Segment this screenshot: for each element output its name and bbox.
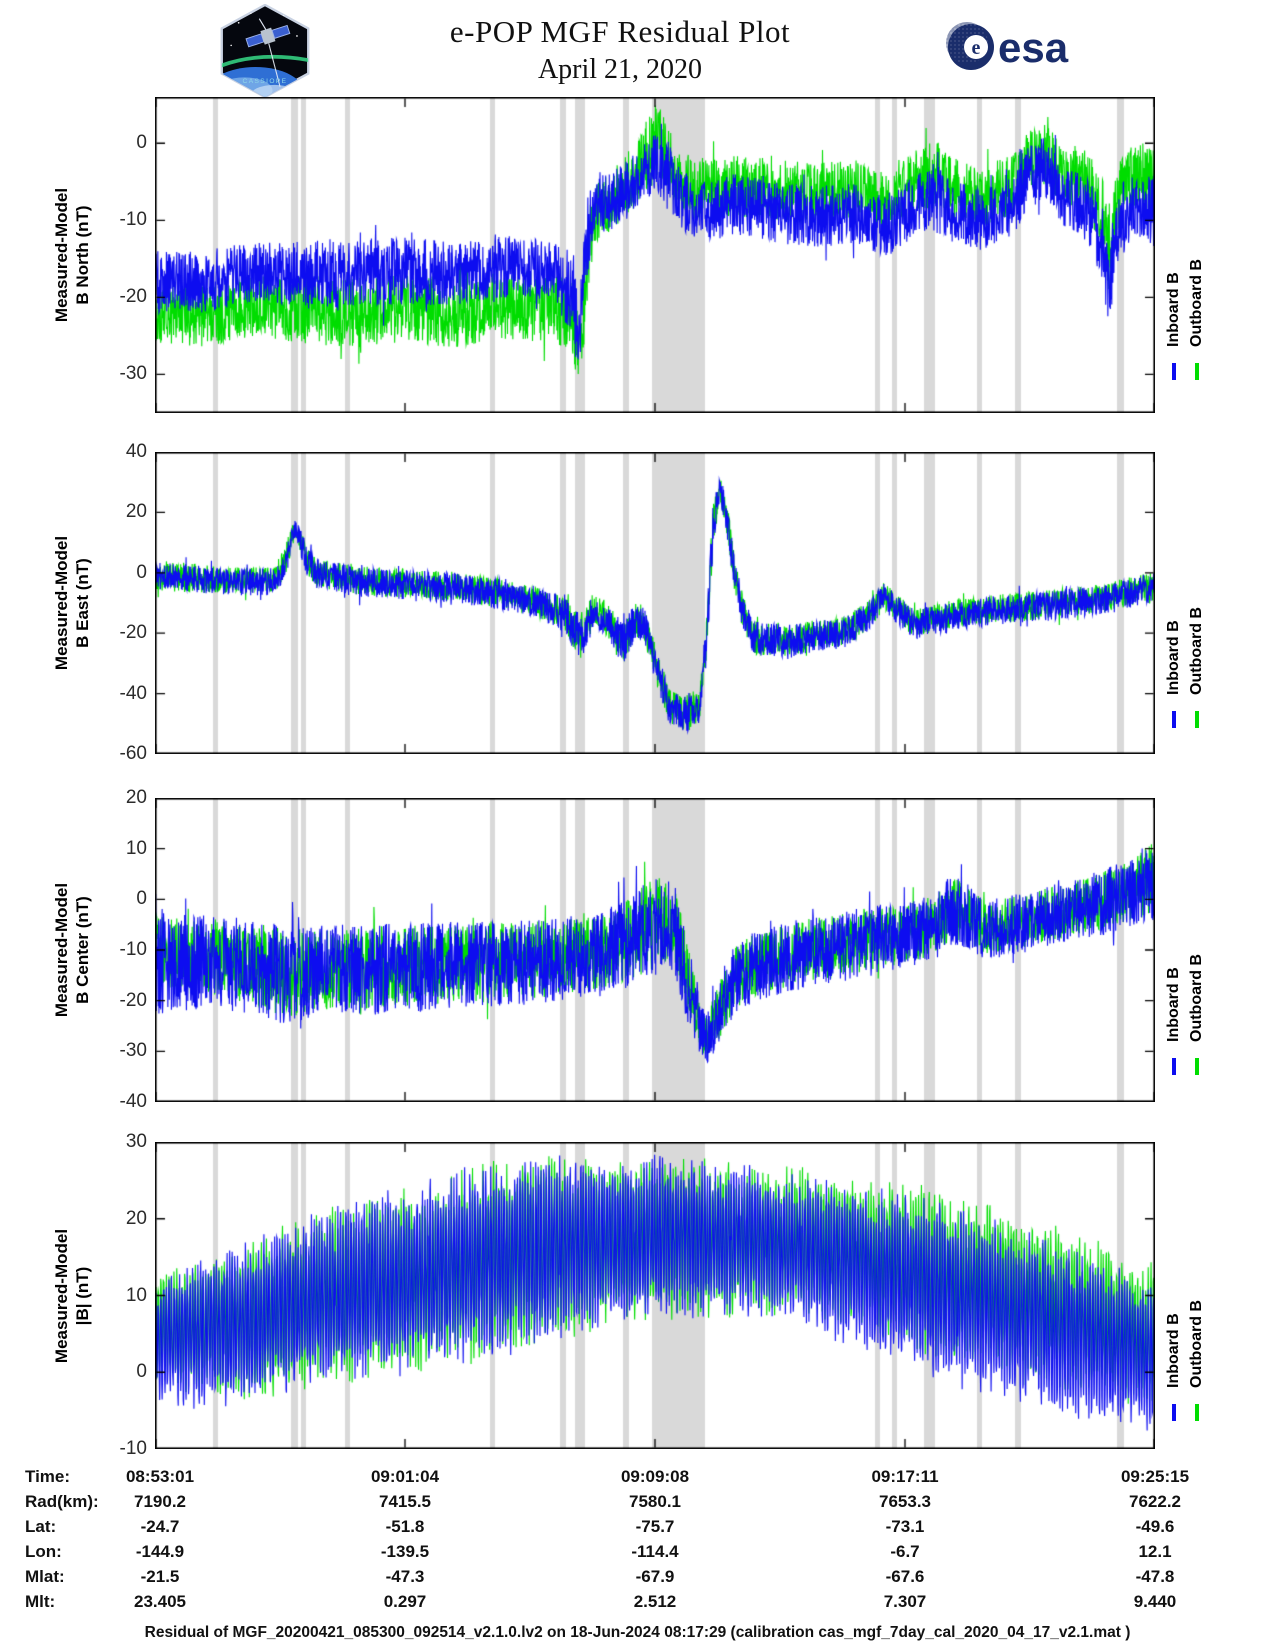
ytick-label-b-center: 20 (125, 787, 147, 808)
table-cell: -24.7 (140, 1517, 180, 1536)
legend-label: Outboard B (1187, 954, 1205, 1042)
page-date: April 21, 2020 (537, 54, 703, 85)
table-cell: 09:01:04 (370, 1467, 440, 1486)
ytick-label-b-magnitude: 10 (125, 1284, 147, 1306)
table-cell: -49.6 (1135, 1517, 1175, 1536)
ytick-label-b-center: -30 (119, 1040, 147, 1062)
esa-logotype: esa (998, 24, 1069, 71)
legend-marker-inboard (1171, 1058, 1176, 1075)
table-cell: -21.5 (140, 1567, 180, 1586)
table-cell: 23.405 (134, 1592, 186, 1611)
table-cell: 7.307 (883, 1592, 927, 1611)
page-title: e-POP MGF Residual Plot (449, 14, 791, 49)
panel-b-east-canvas (155, 452, 1155, 754)
ytick-label-b-center: 10 (125, 837, 147, 859)
legend-b-east: Inboard B Outboard B (1163, 478, 1209, 728)
legend-marker-outboard (1194, 711, 1199, 728)
table-cell: 7190.2 (134, 1492, 186, 1511)
table-cell: -47.8 (1135, 1567, 1175, 1586)
cassiope-mission-patch-logo: CASSIOPE (220, 4, 310, 98)
table-row-label: Lat: (25, 1517, 57, 1536)
legend-label: Inboard B (1164, 1312, 1182, 1388)
ytick-label-b-east: -60 (119, 743, 147, 764)
ytick-label-b-north: -30 (119, 363, 147, 385)
legend-marker-outboard (1194, 1058, 1199, 1075)
table-cell: -51.8 (385, 1517, 425, 1536)
table-cell: 09:17:11 (871, 1467, 939, 1486)
legend-label: Inboard B (1164, 272, 1182, 347)
y-axis-label-b-magnitude: Measured-Model |B| (nT) (52, 1228, 92, 1363)
ytick-label-b-center: -10 (119, 939, 147, 960)
table-cell: 2.512 (633, 1592, 677, 1611)
legend-marker-outboard (1194, 363, 1199, 380)
table-cell: -67.9 (635, 1567, 675, 1586)
ytick-label-b-east: 40 (125, 441, 147, 462)
legend-label: Outboard B (1187, 259, 1205, 347)
table-cell: -144.9 (135, 1542, 185, 1561)
table-cell: 08:53:01 (125, 1467, 195, 1486)
y-axis-label-b-north: Measured-Model B North (nT) (52, 187, 92, 323)
table-cell: -139.5 (380, 1542, 430, 1561)
y-axis-label-b-east: Measured-Model B East (nT) (52, 535, 92, 671)
table-cell: 09:25:15 (1120, 1467, 1190, 1486)
legend-b-magnitude: Inboard B Outboard B (1163, 1171, 1209, 1421)
ytick-label-b-north: -10 (119, 209, 147, 231)
patch-mission-name: CASSIOPE (243, 78, 288, 85)
ytick-label-b-magnitude: 0 (136, 1361, 147, 1383)
ytick-label-b-center: 0 (136, 888, 147, 910)
table-row-label: Mlt: (25, 1592, 56, 1611)
legend-marker-outboard (1194, 1403, 1199, 1421)
panel-b-north-canvas (155, 97, 1155, 413)
ytick-label-b-center: -20 (119, 989, 147, 1011)
ytick-label-b-magnitude: -10 (119, 1438, 147, 1459)
ytick-label-b-east: 0 (136, 561, 147, 583)
table-cell: -114.4 (631, 1542, 679, 1561)
table-cell: 9.440 (1133, 1592, 1177, 1611)
ytick-label-b-center: -40 (119, 1091, 147, 1112)
ytick-label-b-east: -40 (119, 682, 147, 704)
table-cell: 0.297 (383, 1592, 427, 1611)
legend-marker-inboard (1171, 1403, 1176, 1421)
y-axis-label-b-center: Measured-Model B Center (nT) (52, 882, 92, 1018)
legend-b-north: Inboard B Outboard B (1163, 130, 1209, 380)
ytick-label-b-east: 20 (125, 501, 147, 523)
panel-b-magnitude-canvas (155, 1142, 1155, 1449)
title-block: e-POP MGF Residual Plot April 21, 2020 (0, 14, 1240, 86)
table-cell: 7580.1 (629, 1492, 681, 1511)
table-cell: -73.1 (885, 1517, 925, 1536)
table-cell: 7415.5 (379, 1492, 431, 1511)
legend-label: Inboard B (1164, 967, 1182, 1042)
table-cell: -6.7 (890, 1542, 920, 1561)
legend-label: Outboard B (1187, 1299, 1205, 1388)
legend-b-center: Inboard B Outboard B (1163, 825, 1209, 1075)
table-cell: 09:09:08 (620, 1467, 690, 1486)
footer-caption: Residual of MGF_20200421_085300_092514_v… (144, 1624, 1131, 1641)
table-cell: 7622.2 (1129, 1492, 1181, 1511)
table-row-label: Lon: (25, 1542, 62, 1561)
table-row-label: Rad(km): (25, 1492, 99, 1511)
legend-label: Outboard B (1187, 607, 1205, 695)
table-cell: -47.3 (385, 1567, 425, 1586)
panel-b-center-canvas (155, 798, 1155, 1102)
ytick-label-b-north: -20 (119, 286, 147, 308)
svg-text:e: e (972, 37, 981, 59)
legend-marker-inboard (1171, 711, 1176, 728)
table-cell: -75.7 (635, 1517, 675, 1536)
esa-logo: e esa (946, 22, 1069, 71)
table-row-label: Time: (25, 1467, 71, 1486)
table-cell: 12.1 (1138, 1542, 1172, 1561)
ytick-label-b-east: -20 (119, 622, 147, 644)
ytick-label-b-north: 0 (136, 132, 147, 154)
legend-label: Inboard B (1164, 620, 1182, 695)
ytick-label-b-magnitude: 20 (125, 1207, 147, 1229)
table-cell: 7653.3 (879, 1492, 931, 1511)
ytick-label-b-magnitude: 30 (125, 1131, 147, 1152)
table-row-label: Mlat: (25, 1567, 65, 1586)
legend-marker-inboard (1171, 363, 1176, 380)
table-cell: -67.6 (885, 1567, 925, 1586)
